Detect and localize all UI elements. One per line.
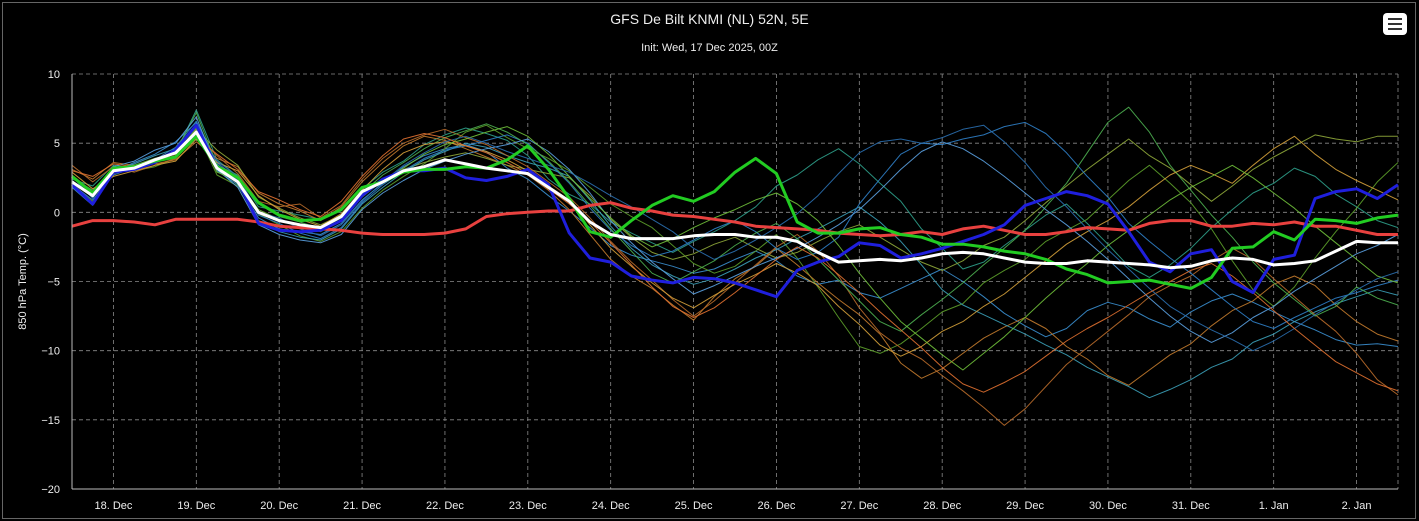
y-tick-label: −15 bbox=[41, 415, 60, 427]
x-tick-label: 25. Dec bbox=[675, 500, 713, 512]
ensemble-mean-line bbox=[71, 130, 1398, 270]
ensemble-member-line bbox=[71, 106, 1399, 332]
y-tick-label: 5 bbox=[54, 138, 60, 150]
hamburger-menu-icon[interactable] bbox=[1383, 13, 1407, 35]
ensemble-member-line bbox=[71, 126, 1399, 399]
x-tick-label: 27. Dec bbox=[840, 500, 878, 512]
y-tick-label: −10 bbox=[41, 346, 60, 358]
x-tick-label: 22. Dec bbox=[426, 500, 464, 512]
y-tick-label: −5 bbox=[47, 277, 60, 289]
chart-title: GFS De Bilt KNMI (NL) 52N, 5E bbox=[610, 11, 809, 27]
x-tick-label: 20. Dec bbox=[260, 500, 298, 512]
y-tick-label: 0 bbox=[54, 207, 60, 219]
ensemble-member-line bbox=[71, 133, 1399, 393]
x-tick-label: 31. Dec bbox=[1172, 500, 1210, 512]
x-tick-label: 2. Jan bbox=[1342, 500, 1372, 512]
grid bbox=[72, 73, 1399, 490]
climatology-line bbox=[71, 201, 1398, 238]
x-tick-label: 1. Jan bbox=[1259, 500, 1289, 512]
x-tick-label: 18. Dec bbox=[94, 500, 132, 512]
x-tick-label: 23. Dec bbox=[509, 500, 547, 512]
ensemble-member-line bbox=[71, 124, 1399, 352]
x-tick-label: 29. Dec bbox=[1006, 500, 1044, 512]
axes: 10 5 0 −5 −10 −15 −20 18. Dec 19. Dec 20. Dec 21. … bbox=[17, 69, 1398, 512]
ensemble-member-line bbox=[71, 135, 1399, 386]
chart-subtitle: Init: Wed, 17 Dec 2025, 00Z bbox=[641, 42, 778, 54]
x-tick-label: 21. Dec bbox=[343, 500, 381, 512]
ensemble-member-line bbox=[71, 126, 1399, 371]
x-tick-label: 30. Dec bbox=[1089, 500, 1127, 512]
x-tick-label: 24. Dec bbox=[592, 500, 630, 512]
main-series bbox=[70, 123, 1399, 299]
control-run-line bbox=[71, 134, 1399, 290]
y-tick-label: 10 bbox=[48, 69, 60, 81]
x-tick-label: 28. Dec bbox=[923, 500, 961, 512]
y-axis-label: 850 hPa Temp. (°C) bbox=[17, 233, 29, 330]
x-tick-label: 19. Dec bbox=[177, 500, 215, 512]
y-tick-label: −20 bbox=[41, 484, 60, 496]
ensemble-member-line bbox=[71, 116, 1399, 343]
ensemble-members bbox=[71, 106, 1399, 426]
x-tick-label: 26. Dec bbox=[757, 500, 795, 512]
